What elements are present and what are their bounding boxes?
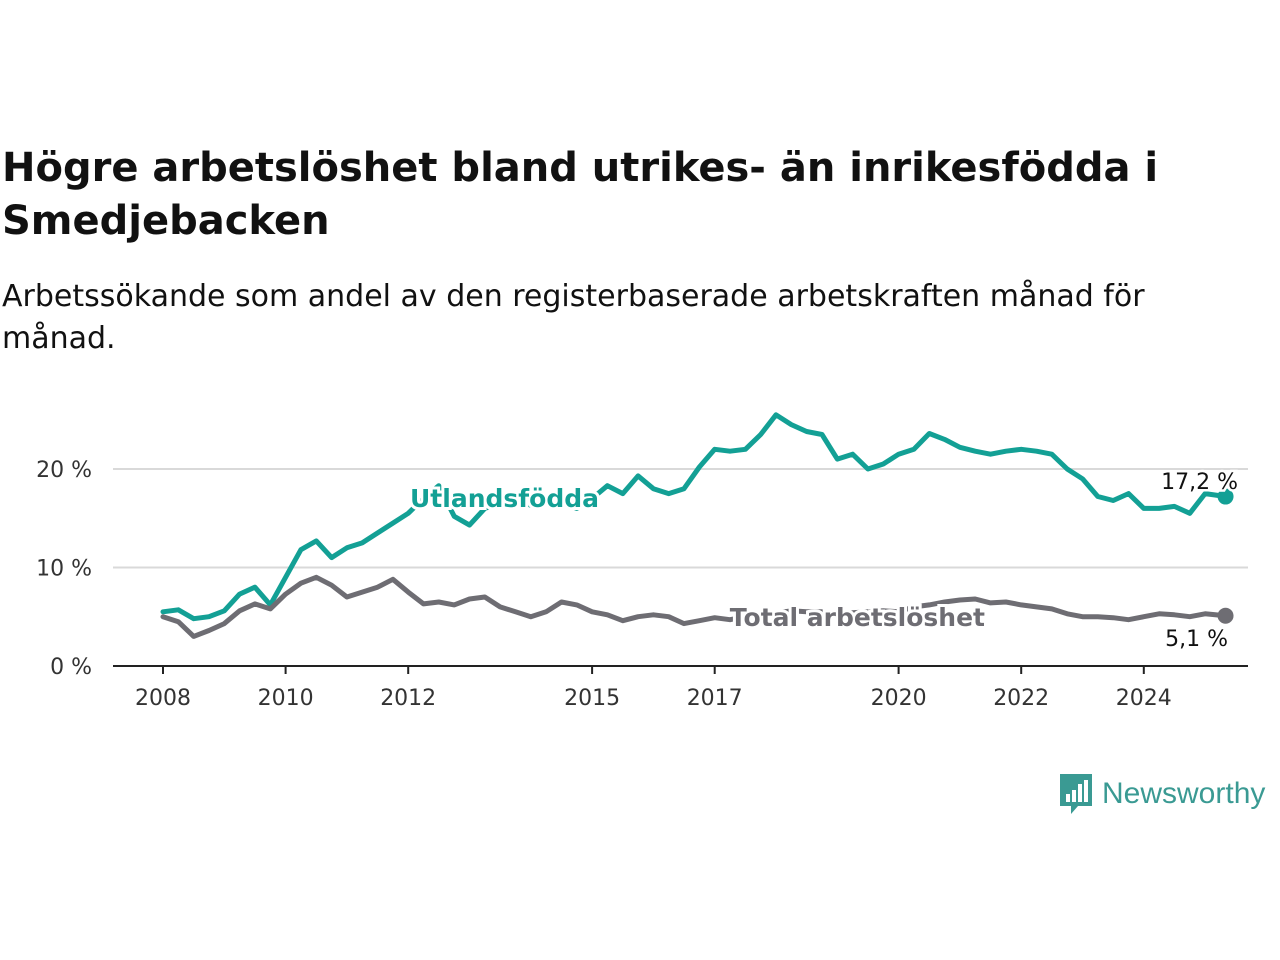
x-tick-label: 2022 — [993, 686, 1049, 711]
series-end-value-label: 17,2 % — [1161, 470, 1238, 495]
x-tick-label: 2024 — [1116, 686, 1172, 711]
series-lines — [160, 412, 1234, 639]
series-name-label: Utlandsfödda — [410, 484, 599, 513]
line-chart: 0 % 10 % 20 % 2008 2010 2012 2015 2017 2020 2022 2… — [36, 412, 1248, 711]
series-end-point-1 — [1217, 607, 1234, 624]
series-name-label: Total arbetslöshet — [730, 603, 985, 632]
y-tick-label: 0 % — [50, 655, 92, 680]
gridlines — [113, 467, 1248, 569]
series-end-value-label: 5,1 % — [1165, 627, 1228, 652]
y-tick-label: 20 % — [36, 458, 92, 483]
x-tick-label: 2015 — [564, 686, 620, 711]
x-tick-label: 2010 — [258, 686, 314, 711]
series-labels: Utlandsfödda Total arbetslöshet 17,2 % 5,1 … — [407, 468, 1241, 655]
chart-title: Högre arbetslöshet bland utrikes- än inr… — [2, 145, 1159, 244]
y-tick-label: 10 % — [36, 556, 92, 581]
series-line-1 — [160, 574, 1228, 639]
newsworthy-logo: Newsworthy — [1058, 772, 1265, 816]
x-tick-label: 2020 — [871, 686, 927, 711]
axes: 0 % 10 % 20 % 2008 2010 2012 2015 2017 2020 2022 2… — [36, 458, 1248, 711]
series-end-point-0 — [1217, 488, 1234, 505]
x-tick-label: 2017 — [687, 686, 743, 711]
chart-subtitle: Arbetssökande som andel av den registerb… — [2, 279, 1145, 356]
bar-chart-speech-bubble-icon — [1060, 774, 1092, 814]
x-tick-label: 2012 — [380, 686, 436, 711]
x-tick-label: 2008 — [135, 686, 191, 711]
brand-name: Newsworthy — [1102, 777, 1266, 810]
series-line-0 — [160, 412, 1228, 622]
